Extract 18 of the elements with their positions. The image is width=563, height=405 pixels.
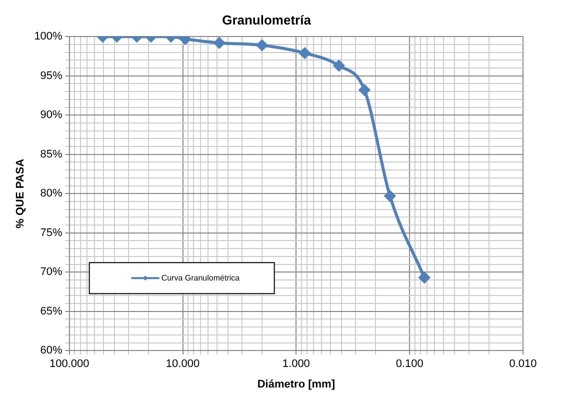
x-tick-label: 10.000: [166, 358, 200, 370]
y-tick-label: 60%: [40, 344, 63, 357]
chart-title: Granulometría: [222, 12, 312, 28]
y-tick-label: 95%: [40, 70, 63, 82]
y-tick-label: 80%: [40, 188, 63, 200]
y-tick-label: 70%: [40, 266, 63, 278]
y-tick-label: 90%: [40, 109, 63, 122]
x-tick-label: 0.100: [396, 358, 424, 370]
legend-label: Curva Granulométrica: [161, 273, 240, 282]
y-tick-label: 100%: [34, 30, 63, 43]
y-axis-title: % QUE PASA: [14, 158, 27, 228]
y-tick-label: 65%: [40, 305, 63, 318]
x-tick-label: 100.000: [49, 358, 90, 370]
x-axis-title: Diámetro [mm]: [257, 378, 336, 390]
y-tick-label: 85%: [40, 148, 63, 160]
x-tick-label: 0.010: [509, 358, 537, 370]
y-tick-label: 75%: [40, 226, 63, 239]
x-tick-label: 1.000: [282, 358, 310, 370]
